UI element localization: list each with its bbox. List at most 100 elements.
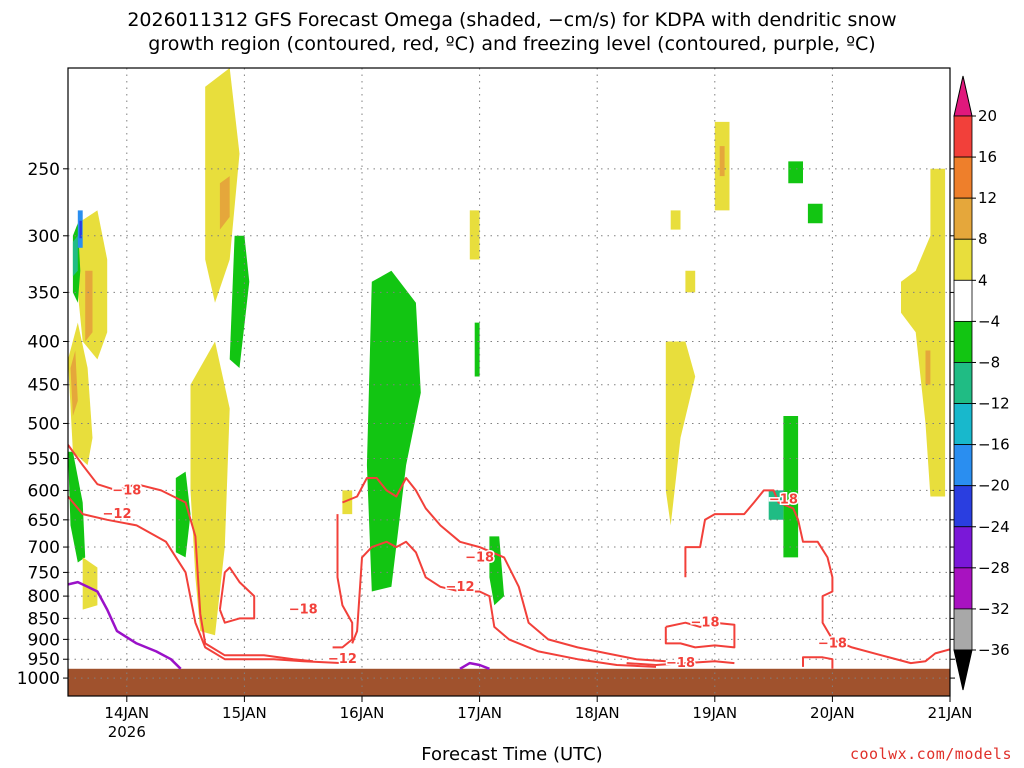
dgz-contour-line xyxy=(218,566,256,624)
colorbar-bin xyxy=(953,156,973,199)
colorbar-label: 4 xyxy=(978,271,988,289)
colorbar-bin xyxy=(953,238,973,281)
y-tick-label: 850 xyxy=(28,609,60,629)
colorbar-label: 16 xyxy=(978,148,997,166)
colorbar-bin xyxy=(953,362,973,404)
omega-region xyxy=(719,146,725,177)
dgz-contour-line xyxy=(664,621,736,649)
omega-region xyxy=(807,203,823,224)
credit-text: coolwx.com/models xyxy=(849,745,1012,763)
colorbar-label: −4 xyxy=(978,312,1000,330)
dgz-contour-line xyxy=(684,489,950,665)
y-tick-label: 900 xyxy=(28,630,60,650)
dgz-contour-line xyxy=(68,444,314,663)
dgz-contour-label: −12 xyxy=(103,507,132,522)
omega-region xyxy=(925,350,931,385)
x-tick-label: 18JAN xyxy=(575,704,620,722)
x-tick-label: 20JAN xyxy=(810,704,855,722)
y-tick-label: 600 xyxy=(28,481,60,501)
omega-region xyxy=(768,490,784,520)
colorbar-label: −16 xyxy=(978,436,1010,454)
colorbar-bin xyxy=(953,526,973,569)
omega-region xyxy=(783,416,799,558)
colorbar-bin xyxy=(953,403,973,446)
colorbar: 20 16 12 8 4 −4 −8 −12 −16 −20 −24 −28 −32 −36 xyxy=(953,75,1010,691)
dgz-contour-line xyxy=(342,477,666,663)
chart-title-line-2: growth region (contoured, red, ºC) and f… xyxy=(148,33,876,55)
y-tick-label: 350 xyxy=(28,283,60,303)
y-tick-label: 250 xyxy=(28,160,60,180)
omega-region xyxy=(82,557,98,610)
colorbar-bin xyxy=(953,485,973,528)
dgz-contour-label: −18 xyxy=(112,483,141,498)
dgz-contour-label: −12 xyxy=(328,652,357,667)
x-tick-label: 16JAN xyxy=(340,704,385,722)
dgz-contour-label: −12 xyxy=(446,580,475,595)
y-tick-label: 500 xyxy=(28,414,60,434)
x-tick-sublabel: 2026 xyxy=(108,723,146,741)
colorbar-bin xyxy=(953,197,973,240)
omega-region xyxy=(190,341,230,636)
dgz-contour-label: −18 xyxy=(666,656,695,671)
chart-title-line-1: 2026011312 GFS Forecast Omega (shaded, −… xyxy=(127,9,897,31)
colorbar-label: −32 xyxy=(978,600,1010,618)
dgz-contour-label: −18 xyxy=(465,550,494,565)
dgz-contour-line xyxy=(802,656,834,669)
x-tick-label: 19JAN xyxy=(692,704,737,722)
x-axis-label: Forecast Time (UTC) xyxy=(421,744,603,765)
y-tick-label: 950 xyxy=(28,650,60,670)
y-tick-label: 800 xyxy=(28,587,60,607)
x-tick-label: 14JAN xyxy=(104,704,149,722)
colorbar-label: −28 xyxy=(978,559,1010,577)
colorbar-bin xyxy=(953,115,973,158)
omega-region xyxy=(85,270,93,342)
colorbar-bin xyxy=(953,608,973,651)
colorbar-label: −12 xyxy=(978,395,1010,413)
y-tick-label: 1000 xyxy=(17,669,60,689)
terrain-fill xyxy=(68,668,950,696)
freezing-contour-line xyxy=(459,661,490,670)
y-tick-label: 650 xyxy=(28,511,60,531)
dgz-contour-label: −18 xyxy=(289,603,318,618)
dgz-contour-label: −18 xyxy=(769,492,798,507)
y-tick-label: 450 xyxy=(28,376,60,396)
omega-region xyxy=(72,235,78,277)
x-tick-label: 15JAN xyxy=(222,704,267,722)
colorbar-label: 8 xyxy=(978,230,988,248)
colorbar-label: −8 xyxy=(978,353,1000,371)
terrain xyxy=(68,668,950,696)
y-tick-label: 550 xyxy=(28,449,60,469)
dgz-contour-line xyxy=(626,660,735,666)
y-tick-label: 700 xyxy=(28,538,60,558)
omega-region xyxy=(79,220,82,239)
colorbar-label: 12 xyxy=(978,189,997,207)
omega-region xyxy=(219,176,230,230)
omega-region xyxy=(469,210,480,260)
omega-region xyxy=(670,210,681,230)
x-tick-label: 17JAN xyxy=(457,704,502,722)
dgz-contour-label: −18 xyxy=(691,616,720,631)
colorbar-bin xyxy=(953,567,973,610)
omega-region xyxy=(901,168,946,497)
omega-region xyxy=(229,235,250,368)
colorbar-bin xyxy=(953,444,973,487)
colorbar-bin xyxy=(953,320,973,363)
freezing-level-contours xyxy=(68,580,490,670)
dgz-contour-line xyxy=(68,495,343,665)
y-tick-label: 300 xyxy=(28,227,60,247)
omega-region xyxy=(70,350,78,416)
dgz-contour-line xyxy=(351,540,657,668)
colorbar-bottom-arrow xyxy=(953,649,973,691)
omega-region xyxy=(366,270,421,592)
dgz-contour-line xyxy=(332,514,354,649)
omega-region xyxy=(342,490,353,515)
freezing-contour-line xyxy=(68,580,182,670)
omega-region xyxy=(665,341,696,526)
x-tick-label: 21JAN xyxy=(928,704,973,722)
omega-region xyxy=(685,270,696,293)
omega-region xyxy=(788,161,803,184)
colorbar-bin xyxy=(953,279,973,322)
plot-frame xyxy=(67,67,951,697)
